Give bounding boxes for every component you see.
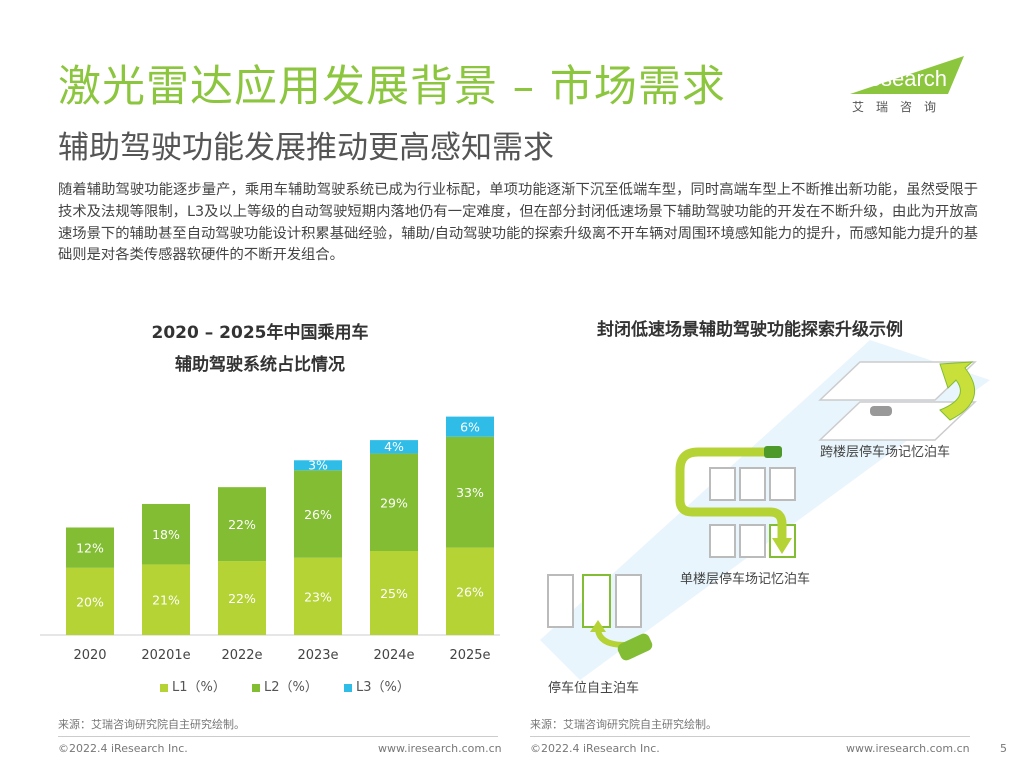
bar-segment-L1-20201e bbox=[142, 564, 190, 635]
x-tick-label: 2023e bbox=[297, 648, 338, 663]
page-number: 5 bbox=[1000, 742, 1007, 755]
bar-segment-L3-2025e bbox=[446, 416, 494, 437]
data-label: 25% bbox=[380, 586, 408, 601]
data-label: 18% bbox=[152, 527, 180, 542]
data-label: 4% bbox=[384, 439, 404, 454]
x-tick-label: 2024e bbox=[373, 648, 414, 663]
data-label: 26% bbox=[456, 584, 484, 599]
data-label: 29% bbox=[380, 495, 408, 510]
x-tick-label: 2020 bbox=[73, 648, 106, 663]
car-icon bbox=[764, 446, 782, 458]
legend-label-l1: L1（%） bbox=[172, 680, 226, 695]
data-label: 21% bbox=[152, 593, 180, 608]
data-label: 22% bbox=[228, 517, 256, 532]
x-tick-label: 20201e bbox=[141, 648, 190, 663]
data-label: 12% bbox=[76, 541, 104, 556]
bar-segment-L2-2024e bbox=[370, 453, 418, 551]
bar-segment-L2-2025e bbox=[446, 436, 494, 548]
data-label: 3% bbox=[308, 457, 328, 472]
chart-title-line2: 辅助驾驶系统占比情况 bbox=[175, 355, 345, 375]
x-tick-label: 2025e bbox=[449, 648, 490, 663]
legend-swatch-l1 bbox=[160, 683, 168, 692]
stacked-bar-chart: 20% 12% 2020 21% 18% 20201e 22% 22% 2022e 23% 26% 3… bbox=[40, 416, 500, 663]
copyright-right: ©2022.4 iResearch Inc. bbox=[530, 742, 660, 755]
bar-segment-L2-2022e bbox=[218, 487, 266, 562]
bar-segment-L1-2023e bbox=[294, 557, 342, 635]
page-title: 激光雷达应用发展背景 – 市场需求 bbox=[58, 62, 726, 112]
legend-item-l2: L2（%） bbox=[252, 680, 318, 695]
car-icon bbox=[870, 406, 892, 416]
data-label: 23% bbox=[304, 589, 332, 604]
website-link-left[interactable]: www.iresearch.com.cn bbox=[378, 742, 502, 755]
footer-divider-right bbox=[530, 736, 970, 737]
intro-paragraph: 随着辅助驾驶功能逐步量产，乘用车辅助驾驶系统已成为行业标配，单项功能逐渐下沉至低… bbox=[58, 182, 978, 264]
iresearch-logo: iResearch bbox=[848, 56, 964, 94]
single-floor-parking-illustration bbox=[675, 446, 796, 558]
data-label: 20% bbox=[76, 594, 104, 609]
legend-swatch-l2 bbox=[252, 683, 261, 692]
bar-segment-L3-2024e bbox=[370, 440, 418, 454]
label-self-parking: 停车位自主泊车 bbox=[548, 680, 639, 696]
label-single-floor-parking: 单楼层停车场记忆泊车 bbox=[680, 571, 810, 587]
bar-segment-L1-2022e bbox=[218, 561, 266, 635]
bar-segment-L2-20201e bbox=[142, 503, 190, 565]
bar-segment-L1-2020 bbox=[66, 567, 114, 635]
source-note-right: 来源：艾瑞咨询研究院自主研究绘制。 bbox=[530, 718, 717, 731]
data-label: 6% bbox=[460, 420, 480, 435]
multi-floor-parking-illustration bbox=[818, 361, 977, 441]
legend-item-l3: L3（%） bbox=[344, 680, 410, 695]
bar-segment-L1-2024e bbox=[370, 551, 418, 635]
source-note-left: 来源：艾瑞咨询研究院自主研究绘制。 bbox=[58, 718, 245, 731]
x-tick-label: 2022e bbox=[221, 648, 262, 663]
legend-swatch-l3 bbox=[344, 683, 353, 692]
data-label: 22% bbox=[228, 591, 256, 606]
legend-label-l2: L2（%） bbox=[264, 680, 318, 695]
bar-segment-L3-2023e bbox=[294, 460, 342, 471]
data-label: 26% bbox=[304, 507, 332, 522]
chart-title-line1: 2020 – 2025年中国乘用车 bbox=[151, 323, 369, 343]
diagram-title: 封闭低速场景辅助驾驶功能探索升级示例 bbox=[597, 320, 903, 340]
legend-item-l1: L1（%） bbox=[160, 680, 226, 695]
bar-segment-L2-2023e bbox=[294, 470, 342, 558]
logo-text: iResearch bbox=[848, 66, 947, 91]
logo-cn-text: 艾瑞咨询 bbox=[852, 100, 949, 114]
page-subtitle: 辅助驾驶功能发展推动更高感知需求 bbox=[58, 130, 554, 166]
parking-diagram: 跨楼层停车场记忆泊车 单楼层停车场记忆泊车 停车位自主泊车 bbox=[540, 340, 990, 696]
website-link-right[interactable]: www.iresearch.com.cn bbox=[846, 742, 970, 755]
copyright-left: ©2022.4 iResearch Inc. bbox=[58, 742, 188, 755]
chart-legend: L1（%） L2（%） L3（%） bbox=[160, 676, 432, 695]
data-label: 33% bbox=[456, 485, 484, 500]
label-multi-floor-parking: 跨楼层停车场记忆泊车 bbox=[820, 444, 950, 460]
legend-label-l3: L3（%） bbox=[356, 680, 410, 695]
car-icon bbox=[617, 633, 653, 661]
footer-divider-left bbox=[58, 736, 498, 737]
bar-segment-L1-2025e bbox=[446, 547, 494, 635]
bar-segment-L2-2020 bbox=[66, 527, 114, 568]
self-parking-illustration bbox=[547, 574, 653, 661]
